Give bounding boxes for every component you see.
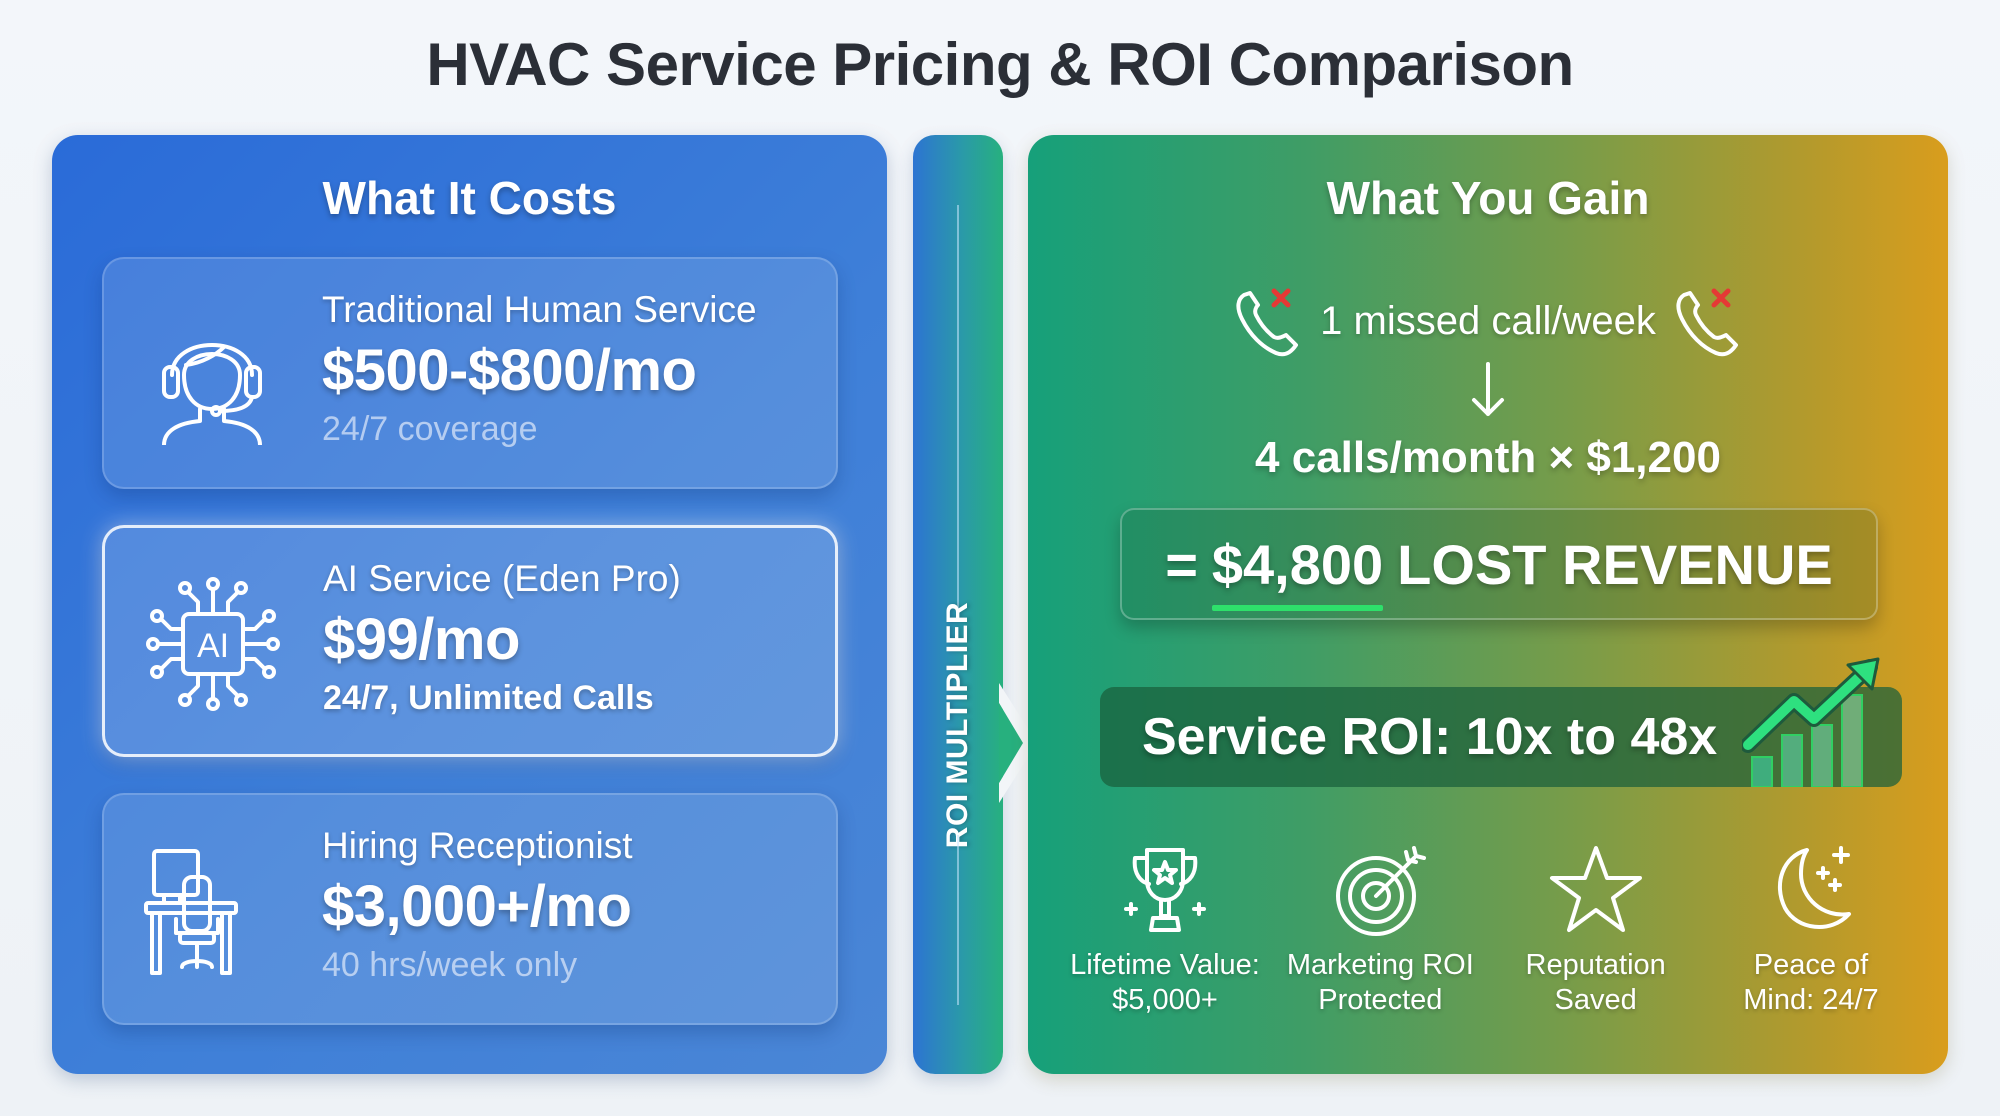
gains-heading: What You Gain (1326, 172, 1650, 224)
moon-stars-icon (1777, 846, 1851, 929)
option-price: $3,000+/mo (322, 874, 632, 939)
headset-agent-icon (162, 343, 262, 445)
target-icon (1336, 846, 1427, 936)
benefit-line2: $5,000+ (1112, 984, 1218, 1016)
lost-prefix: = (1165, 532, 1198, 596)
option-label: Hiring Receptionist (322, 825, 633, 866)
divider-line-bottom (957, 835, 959, 1005)
option-card-receptionist: Hiring Receptionist $3,000+/mo 40 hrs/we… (102, 793, 838, 1025)
ai-chip-text: AI (197, 627, 229, 665)
calculation-text: 4 calls/month × $1,200 (1255, 433, 1721, 482)
lost-suffix: LOST REVENUE (1397, 532, 1833, 596)
benefit-line1: Reputation (1525, 949, 1666, 981)
benefit-line1: Marketing ROI (1286, 949, 1474, 981)
option-note: 24/7, Unlimited Calls (323, 679, 654, 717)
missed-calls-text: 1 missed call/week (1320, 298, 1656, 343)
option-card-ai-service: AI AI Service (Eden Pro) $99/mo 24/7, Un… (102, 525, 838, 757)
service-roi-text: Service ROI: 10x to 48x (1142, 708, 1718, 766)
benefit-line2: Mind: 24/7 (1743, 984, 1879, 1016)
benefit-marketing-roi: Marketing ROI Protected (1275, 840, 1485, 1018)
benefit-line2: Saved (1554, 984, 1637, 1016)
benefit-line1: Lifetime Value: (1070, 949, 1260, 981)
option-label: AI Service (Eden Pro) (323, 558, 681, 599)
roi-multiplier-label: ROI MULTIPLIER (941, 601, 974, 849)
page-title: HVAC Service Pricing & ROI Comparison (426, 31, 1574, 98)
option-note: 40 hrs/week only (322, 946, 578, 984)
benefits-row: Lifetime Value: $5,000+ Marketing ROI Pr… (1060, 840, 1916, 1018)
costs-heading: What It Costs (322, 172, 617, 224)
benefit-lifetime-value: Lifetime Value: $5,000+ (1060, 840, 1270, 1018)
costs-panel: What It Costs Traditional Human Service … (52, 135, 887, 1074)
benefit-line2: Protected (1318, 984, 1443, 1016)
option-card-human-service: Traditional Human Service $500-$800/mo 2… (102, 257, 838, 489)
benefit-reputation: Reputation Saved (1491, 840, 1701, 1018)
arrow-down-icon (1028, 360, 1948, 420)
lost-amount: $4,800 (1211, 532, 1384, 611)
divider-line-top (957, 205, 959, 615)
option-price: $500-$800/mo (322, 338, 697, 403)
benefit-line1: Peace of (1753, 949, 1869, 981)
benefit-peace-of-mind: Peace of Mind: 24/7 (1706, 840, 1916, 1018)
option-note: 24/7 coverage (322, 410, 538, 448)
option-label: Traditional Human Service (322, 289, 757, 330)
gains-panel: What You Gain 1 missed call/week 4 calls… (1028, 135, 1948, 1074)
lost-revenue-box: = $4,800 LOST REVENUE (1120, 508, 1878, 620)
growth-chart-icon (1742, 657, 1880, 787)
missed-call-icon (1676, 288, 1738, 357)
ai-chip-icon: AI (146, 577, 280, 711)
trophy-icon (1124, 848, 1206, 932)
star-icon (1549, 846, 1642, 932)
chevron-right-icon (999, 683, 1037, 803)
desk-chair-icon (144, 849, 238, 975)
missed-call-icon (1236, 288, 1299, 357)
option-price: $99/mo (323, 607, 520, 672)
missed-calls-row: 1 missed call/week (1028, 285, 1948, 357)
roi-multiplier-divider: ROI MULTIPLIER (913, 135, 1037, 1074)
